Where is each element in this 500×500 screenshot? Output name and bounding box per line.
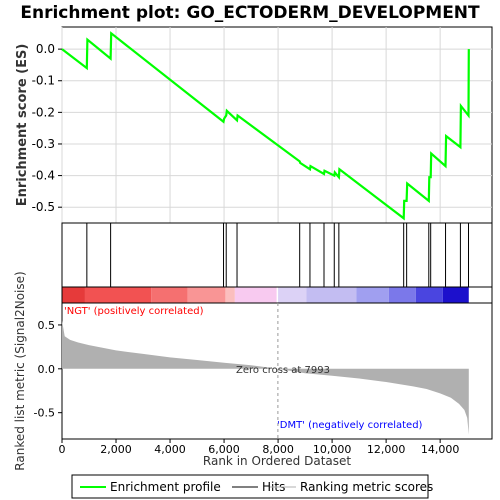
top-panel-y-axis-label: Enrichment score (ES) — [15, 44, 30, 207]
zero-cross-label: Zero cross at 7993 — [236, 365, 330, 376]
enrichment-profile-group — [61, 31, 470, 221]
xtick-label-6: 12,000 — [367, 443, 406, 456]
heatmap-segment-7 — [278, 287, 307, 303]
xtick-label-5: 10,000 — [313, 443, 352, 456]
xtick-label-2: 4,000 — [154, 443, 186, 456]
legend-label-ranking-metric: Ranking metric scores — [300, 480, 433, 494]
ranking-heatmap-bar — [61, 286, 493, 304]
chart-title: Enrichment plot: GO_ECTODERM_DEVELOPMENT — [20, 3, 480, 23]
top-ytick-label-0: 0.0 — [36, 42, 55, 56]
heatmap-segment-0 — [62, 287, 85, 303]
xtick-label-3: 6,000 — [208, 443, 240, 456]
heatmap-segment-5 — [234, 287, 277, 303]
top-ytick-label-1: -0.1 — [32, 74, 55, 88]
top-ytick-label-4: -0.4 — [32, 169, 55, 183]
positive-correlation-label: 'NGT' (positively correlated) — [64, 306, 204, 317]
ranked-metric-panel: 0.5 0.0 -0.5 0 2,000 4,000 6,000 8,000 10,000 12… — [13, 271, 493, 471]
heatmap-segment-6 — [276, 287, 279, 303]
metric-area — [62, 320, 469, 435]
metric-area-group — [62, 320, 469, 435]
heatmap-segments-group — [62, 287, 469, 303]
xtick-label-1: 2,000 — [100, 443, 132, 456]
chart-legend: Enrichment profile Hits Ranking metric s… — [71, 474, 433, 499]
bottom-panel-x-ticks: 0 2,000 4,000 6,000 8,000 10,000 12,000 14,000 — [59, 439, 460, 456]
xtick-label-4: 8,000 — [262, 443, 294, 456]
top-ytick-label-3: -0.3 — [32, 137, 55, 151]
bottom-panel-y-axis-label: Ranked list metric (Signal2Noise) — [13, 271, 27, 470]
heatmap-segment-10 — [388, 287, 416, 303]
top-ytick-label-2: -0.2 — [32, 105, 55, 119]
heatmap-segment-1 — [84, 287, 152, 303]
negative-correlation-label: 'DMT' (negatively correlated) — [277, 420, 423, 431]
x-axis-label: Rank in Ordered Dataset — [203, 454, 351, 468]
heatmap-segment-11 — [415, 287, 443, 303]
heatmap-segment-3 — [187, 287, 226, 303]
top-ytick-label-5: -0.5 — [32, 200, 55, 214]
bottom-ytick-label-0: 0.5 — [38, 319, 56, 332]
heatmap-segment-12 — [442, 287, 469, 303]
top-panel-y-ticks: 0.0 -0.1 -0.2 -0.3 -0.4 -0.5 — [32, 42, 62, 214]
enrichment-profile-line — [61, 31, 470, 221]
bottom-panel-y-ticks: 0.5 0.0 -0.5 — [34, 319, 62, 420]
enrichment-score-panel: 0.0 -0.1 -0.2 -0.3 -0.4 -0.5 Enrichment score… — [15, 26, 493, 224]
top-panel-grid — [61, 27, 492, 223]
bottom-ytick-label-1: 0.0 — [38, 363, 56, 376]
xtick-label-7: 14,000 — [421, 443, 460, 456]
bottom-ytick-label-2: -0.5 — [34, 407, 55, 420]
heatmap-segment-2 — [151, 287, 188, 303]
xtick-label-0: 0 — [59, 443, 66, 456]
hits-panel — [61, 222, 493, 288]
legend-label-enrichment-profile: Enrichment profile — [110, 480, 221, 494]
heatmap-segment-4 — [225, 287, 235, 303]
top-panel-frame — [61, 26, 493, 224]
hit-lines-group — [86, 223, 470, 287]
hits-panel-frame — [61, 222, 493, 288]
heatmap-segment-9 — [356, 287, 389, 303]
heatmap-segment-8 — [306, 287, 357, 303]
